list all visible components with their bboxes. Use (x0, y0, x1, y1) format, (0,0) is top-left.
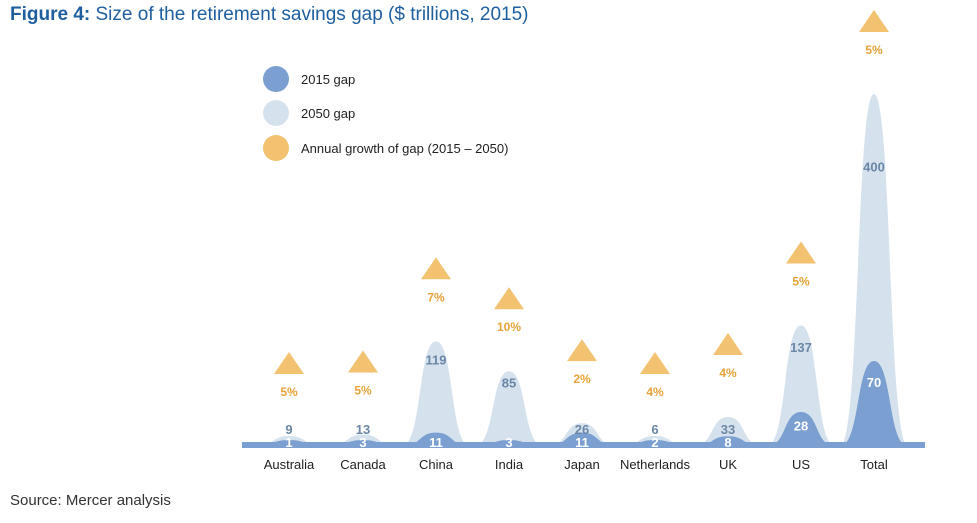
gap-2050-peak-india (475, 371, 543, 446)
growth-triangle-australia (274, 352, 304, 374)
growth-triangle-us (786, 241, 816, 264)
label-2050-australia: 9 (285, 422, 292, 437)
growth-label-total: 5% (865, 43, 883, 57)
label-2050-india: 85 (502, 376, 516, 391)
legend-label-2015: 2015 gap (301, 71, 356, 87)
gap-2015-peak-canada (329, 440, 397, 446)
legend-swatch-2015 (263, 66, 289, 92)
gap-2050-peak-us (767, 325, 835, 446)
label-2050-us: 137 (790, 340, 812, 355)
growth-triangle-total (859, 10, 889, 32)
label-2015-uk: 8 (724, 435, 731, 450)
legend-label-growth: Annual growth of gap (2015 – 2050) (301, 140, 509, 156)
growth-label-japan: 2% (573, 372, 591, 386)
legend-swatch-2050 (263, 100, 289, 126)
label-2050-uk: 33 (721, 422, 735, 437)
label-2015-china: 11 (429, 435, 443, 450)
label-2050-japan: 26 (575, 422, 589, 437)
growth-triangle-japan (567, 339, 597, 362)
legend-item-growth: Annual growth of gap (2015 – 2050) (263, 135, 508, 161)
category-label-japan: Japan (564, 457, 599, 472)
growth-label-canada: 5% (354, 384, 372, 398)
label-2015-us: 28 (794, 419, 808, 434)
gap-2015-peak-india (475, 440, 543, 446)
category-label-australia: Australia (264, 457, 315, 472)
category-label-canada: Canada (340, 457, 386, 472)
growth-label-india: 10% (497, 320, 521, 334)
category-label-uk: UK (719, 457, 737, 472)
label-2050-netherlands: 6 (651, 422, 658, 437)
legend-item-2050-gap: 2050 gap (263, 100, 355, 126)
gap-2015-peak-total (840, 361, 908, 446)
gap-2050-peak-china (402, 341, 470, 446)
growth-triangle-canada (348, 350, 378, 373)
title-text: Size of the retirement savings gap ($ tr… (90, 4, 529, 25)
category-label-india: India (495, 457, 524, 472)
label-2015-canada: 3 (359, 435, 366, 450)
gap-2050-peak-uk (694, 416, 762, 446)
growth-triangle-netherlands (640, 352, 670, 374)
legend-swatch-growth (263, 135, 289, 161)
gap-2015-peak-us (767, 412, 835, 446)
legend-item-2015-gap: 2015 gap (263, 66, 355, 92)
category-label-netherlands: Netherlands (620, 457, 691, 472)
label-2015-total: 70 (867, 375, 881, 390)
label-2050-total: 400 (863, 159, 885, 174)
chart-svg: 915%Australia1335%Canada119117%China8531… (242, 10, 925, 472)
growth-triangle-india (494, 287, 524, 310)
gap-2050-peak-total (840, 94, 908, 446)
label-2050-canada: 13 (356, 422, 370, 437)
chart-title: Figure 4: Size of the retirement savings… (10, 4, 529, 26)
label-2015-australia: 1 (285, 435, 292, 450)
label-2015-netherlands: 2 (651, 435, 658, 450)
gap-2015-peak-japan (548, 432, 616, 446)
growth-label-netherlands: 4% (646, 385, 664, 399)
source-note: Source: Mercer analysis (10, 492, 171, 509)
gap-2015-peak-netherlands (621, 440, 689, 446)
gap-2015-peak-uk (694, 436, 762, 446)
label-2015-india: 3 (505, 435, 512, 450)
legend-label-2050: 2050 gap (301, 105, 356, 121)
category-label-total: Total (860, 457, 888, 472)
category-label-china: China (419, 457, 454, 472)
gap-2015-peak-australia (255, 440, 323, 446)
category-label-us: US (792, 457, 810, 472)
growth-triangle-uk (713, 332, 743, 355)
label-2015-japan: 11 (575, 435, 589, 450)
figure-number: Figure 4: (10, 4, 91, 25)
label-2050-china: 119 (426, 352, 447, 367)
gap-2015-peak-china (402, 432, 470, 446)
growth-label-us: 5% (792, 274, 810, 288)
growth-label-australia: 5% (280, 385, 298, 399)
growth-label-china: 7% (427, 290, 445, 304)
growth-triangle-china (421, 257, 451, 280)
growth-label-uk: 4% (719, 366, 737, 380)
